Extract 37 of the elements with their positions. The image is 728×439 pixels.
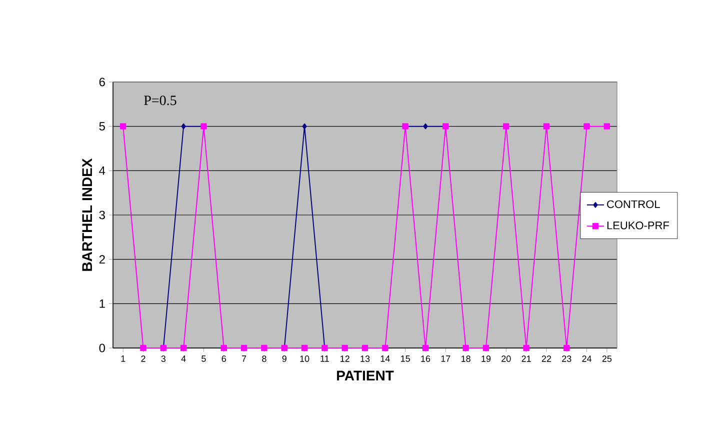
x-tick-label: 19 <box>482 356 491 362</box>
x-tick-label: 16 <box>421 356 430 362</box>
y-tick-label: 5 <box>99 122 105 131</box>
annotation: P=0.5 <box>144 96 176 106</box>
x-tick-label: 12 <box>340 356 350 362</box>
x-tick-label: 8 <box>262 356 266 362</box>
x-tick-label: 7 <box>242 356 246 362</box>
x-tick-label: 4 <box>181 356 186 362</box>
y-tick-label: 0 <box>99 344 106 352</box>
y-tick-label: 3 <box>99 210 105 220</box>
x-tick-label: 3 <box>161 356 166 362</box>
x-tick-label: 20 <box>502 356 511 362</box>
x-tick-label: 13 <box>360 356 370 362</box>
x-tick-label: 18 <box>461 356 470 362</box>
x-tick-label: 24 <box>582 356 592 362</box>
legend-label: LEUKO-PRF <box>607 222 669 230</box>
y-tick-label: 6 <box>99 78 105 86</box>
x-axis-title: PATIENT <box>337 370 394 380</box>
x-tick-label: 6 <box>222 356 226 362</box>
x-tick-label: 25 <box>602 356 612 362</box>
y-tick-label: 4 <box>99 166 106 175</box>
x-tick-label: 14 <box>380 356 390 362</box>
legend-label: CONTROL <box>607 200 660 208</box>
x-tick-label: 5 <box>202 356 206 362</box>
x-tick-label: 9 <box>282 356 286 362</box>
x-tick-label: 10 <box>300 356 310 362</box>
x-tick-label: 23 <box>562 356 572 362</box>
y-axis-title: BARTHEL INDEX <box>82 158 92 271</box>
y-tick-label: 1 <box>100 300 105 308</box>
x-tick-label: 11 <box>320 356 329 362</box>
x-tick-label: 21 <box>522 356 531 362</box>
x-tick-label: 1 <box>121 356 126 362</box>
x-tick-label: 22 <box>542 356 551 362</box>
y-tick-label: 2 <box>99 255 105 264</box>
x-tick-label: 17 <box>441 356 450 362</box>
x-tick-label: 2 <box>141 356 146 362</box>
x-tick-label: 15 <box>401 356 410 362</box>
